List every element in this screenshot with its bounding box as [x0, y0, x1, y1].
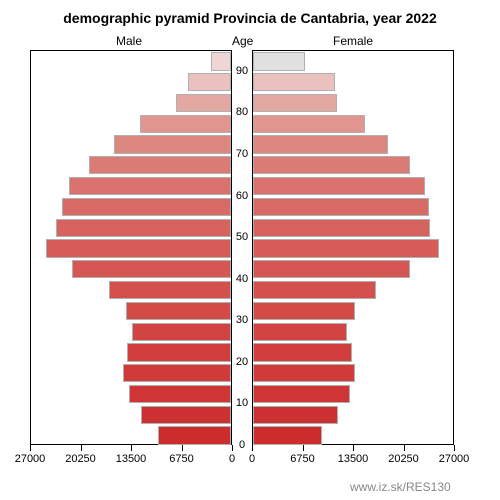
- chart-title: demographic pyramid Provincia de Cantabr…: [0, 10, 500, 26]
- x-tick-label: 13500: [338, 453, 369, 465]
- pyramid-bar: [114, 135, 231, 153]
- pyramid-bar: [211, 52, 231, 70]
- y-tick-label: 0: [239, 439, 245, 451]
- pyramid-bar: [253, 343, 352, 361]
- y-tick-label: 40: [236, 273, 248, 285]
- pyramid-bar: [253, 260, 410, 278]
- x-tick-label: 6750: [169, 453, 193, 465]
- pyramid-bar: [176, 94, 231, 112]
- x-tick: [30, 445, 31, 451]
- pyramid-bar: [62, 198, 231, 216]
- pyramid-bar: [129, 385, 231, 403]
- y-tick-label: 60: [236, 190, 248, 202]
- x-tick-label: 27000: [15, 453, 46, 465]
- y-tick-label: 90: [236, 65, 248, 77]
- x-tick-label: 0: [249, 453, 255, 465]
- x-tick-label: 13500: [116, 453, 147, 465]
- male-panel: [30, 50, 232, 445]
- x-tick-label: 0: [229, 453, 235, 465]
- x-tick-label: 27000: [439, 453, 470, 465]
- pyramid-bar: [253, 219, 430, 237]
- x-tick: [404, 445, 405, 451]
- y-tick-label: 20: [236, 356, 248, 368]
- x-tick-label: 20250: [65, 453, 96, 465]
- pyramid-bar: [123, 364, 231, 382]
- x-tick: [353, 445, 354, 451]
- pyramid-bar: [253, 52, 305, 70]
- label-female: Female: [333, 34, 373, 48]
- pyramid-bar: [126, 302, 231, 320]
- pyramid-bar: [253, 239, 439, 257]
- pyramid-bar: [253, 364, 355, 382]
- pyramid-bar: [56, 219, 231, 237]
- x-tick-label: 6750: [290, 453, 314, 465]
- y-tick-label: 10: [236, 397, 248, 409]
- pyramid-bar: [253, 156, 410, 174]
- pyramid-bar: [253, 406, 338, 424]
- label-age: Age: [232, 34, 253, 48]
- pyramid-bar: [158, 426, 231, 444]
- y-tick-label: 70: [236, 148, 248, 160]
- pyramid-bar: [140, 115, 231, 133]
- pyramid-bar: [253, 323, 347, 341]
- pyramid-bar: [253, 281, 376, 299]
- x-tick: [81, 445, 82, 451]
- pyramid-bar: [253, 302, 355, 320]
- pyramid-bar: [132, 323, 231, 341]
- female-panel: [252, 50, 454, 445]
- pyramid-bar: [253, 94, 337, 112]
- x-tick: [182, 445, 183, 451]
- chart-container: demographic pyramid Provincia de Cantabr…: [0, 0, 500, 500]
- pyramid-bar: [253, 135, 388, 153]
- pyramid-bar: [127, 343, 231, 361]
- pyramid-bar: [253, 426, 322, 444]
- x-tick-label: 20250: [388, 453, 419, 465]
- y-tick-label: 50: [236, 231, 248, 243]
- x-tick: [252, 445, 253, 451]
- footer-source: www.iz.sk/RES130: [350, 480, 451, 494]
- x-tick: [131, 445, 132, 451]
- pyramid-bar: [253, 115, 365, 133]
- pyramid-bar: [109, 281, 231, 299]
- pyramid-bar: [188, 73, 231, 91]
- x-tick: [232, 445, 233, 451]
- pyramid-bar: [253, 198, 429, 216]
- pyramid-bar: [141, 406, 231, 424]
- pyramid-bar: [253, 73, 335, 91]
- pyramid-bar: [253, 385, 350, 403]
- plot-area: [0, 50, 500, 445]
- label-male: Male: [116, 34, 142, 48]
- y-tick-label: 30: [236, 314, 248, 326]
- y-tick-label: 80: [236, 106, 248, 118]
- pyramid-bar: [253, 177, 425, 195]
- pyramid-bar: [46, 239, 231, 257]
- pyramid-bar: [89, 156, 231, 174]
- x-tick: [303, 445, 304, 451]
- x-tick: [454, 445, 455, 451]
- pyramid-bar: [69, 177, 231, 195]
- pyramid-bar: [72, 260, 231, 278]
